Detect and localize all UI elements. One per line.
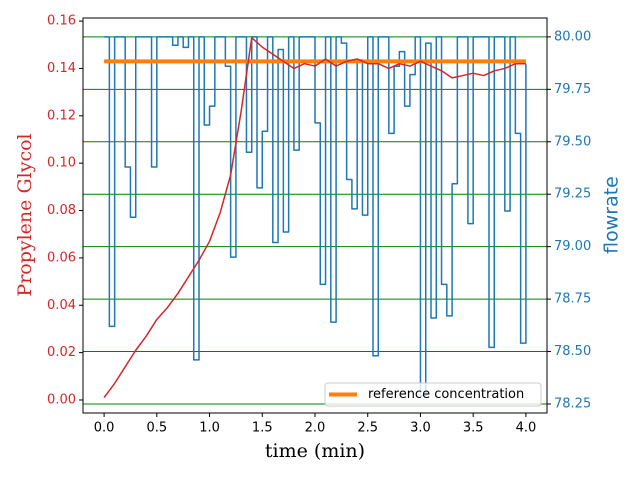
axes: 0.0 0.5 1.0 1.5 2.0 2.5 3.0 3.5 4.0 0.00 0.02 0.04 0… (47, 14, 591, 436)
legend: reference concentration (324, 382, 542, 407)
x-tick-label: 1.5 (252, 421, 273, 436)
legend-box (324, 382, 542, 407)
x-tick-label: 0.0 (94, 421, 115, 436)
y-tick-label: 0.10 (47, 156, 76, 171)
y-tick-label: 0.00 (47, 392, 76, 407)
x-tick-label: 1.0 (199, 421, 220, 436)
x-tick-label: 2.0 (305, 421, 326, 436)
y2-tick-label: 79.00 (554, 239, 591, 254)
x-tick-label: 0.5 (146, 421, 167, 436)
y-tick-label: 0.12 (47, 108, 76, 123)
y-tick-label: 0.04 (47, 298, 76, 313)
plot-marks (103, 36, 527, 399)
y2-tick-label: 79.25 (554, 187, 591, 202)
legend-label: reference concentration (368, 387, 524, 402)
y-tick-label: 0.14 (47, 61, 76, 76)
y2-tick-label: 79.75 (554, 82, 591, 97)
x-tick-label: 2.5 (357, 421, 378, 436)
y2-tick-label: 78.25 (554, 396, 591, 411)
x-tick-label: 3.0 (410, 421, 431, 436)
flowrate-line (104, 36, 527, 397)
y-axis-label: Propylene Glycol (14, 133, 36, 296)
y2-tick-label: 79.50 (554, 134, 591, 149)
y-tick-label: 0.02 (47, 345, 76, 360)
x-tick-label: 3.5 (463, 421, 484, 436)
x-tick-label: 4.0 (516, 421, 537, 436)
y2-tick-label: 78.50 (554, 344, 591, 359)
y2-tick-label: 78.75 (554, 292, 591, 307)
x-axis-label: time (min) (265, 440, 365, 462)
y-tick-label: 0.08 (47, 203, 76, 218)
y2-tick-label: 80.00 (554, 29, 591, 44)
concentration-line (103, 36, 526, 399)
y-tick-label: 0.16 (47, 14, 76, 29)
y2-axis-label: flowrate (601, 176, 623, 254)
y-tick-label: 0.06 (47, 250, 76, 265)
